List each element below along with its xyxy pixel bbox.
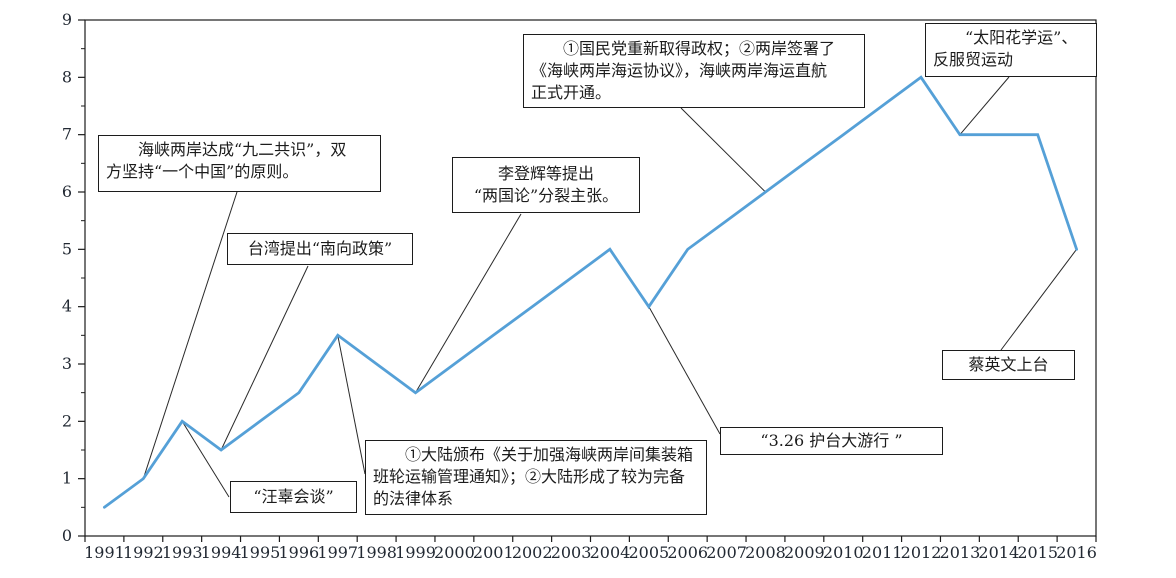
x-tick-label: 2006 [667,543,708,562]
annotation-sunflower-movement: “太阳花学运”、 反服贸运动 [925,23,1097,77]
annotation-march-326-parade: “3.26 护台大游行 ” [720,427,943,455]
x-tick-label: 2007 [706,543,747,562]
y-tick-label: 0 [62,526,72,545]
x-tick-label: 2011 [862,543,903,562]
x-tick-label: 2004 [590,543,631,562]
annotation-tsai-takes-office: 蔡英文上台 [942,350,1075,380]
x-tick-label: 1991 [84,543,125,562]
annotation-leader-line [337,335,366,475]
x-tick-label: 2005 [628,543,669,562]
y-tick-label: 5 [62,239,72,258]
x-tick-label: 1993 [162,543,203,562]
x-tick-label: 2003 [551,543,592,562]
x-tick-label: 1992 [123,543,164,562]
y-tick-label: 1 [62,469,72,488]
annotation-leader-line [415,213,522,393]
y-tick-label: 7 [62,125,72,144]
x-tick-label: 2013 [940,543,981,562]
y-tick-label: 2 [62,411,72,430]
annotation-consensus-1992: 海峡两岸达成“九二共识”，双 方坚持“一个中国”的原则。 [98,135,381,192]
x-tick-label: 2010 [823,543,864,562]
annotation-leader-line [959,76,1010,135]
annotation-leader-line [220,265,309,451]
x-tick-label: 1994 [201,543,242,562]
y-tick-label: 9 [62,10,72,29]
x-tick-label: 2016 [1056,543,1097,562]
annotation-kmt-shipping-accord: ①国民党重新取得政权；②两岸签署了 《海峡两岸海运协议》，海峡两岸海运直航 正式… [523,34,865,108]
data-line [103,75,1078,509]
x-tick-label: 2009 [784,543,825,562]
x-tick-label: 1998 [356,543,397,562]
annotation-wang-koo-talks: “汪辜会谈” [230,481,357,513]
y-tick-label: 6 [62,182,72,201]
x-tick-label: 2015 [1017,543,1058,562]
annotation-leader-line [1000,249,1077,351]
y-tick-label: 4 [62,297,72,316]
x-tick-label: 2002 [512,543,553,562]
y-tick-label: 8 [62,67,72,86]
annotation-two-states-theory: 李登辉等提出 “两国论”分裂主张。 [452,157,640,213]
annotation-leader-line [181,421,230,498]
y-tick-label: 3 [62,354,72,373]
x-tick-label: 2008 [745,543,786,562]
x-tick-label: 1996 [279,543,320,562]
annotation-southward-policy: 台湾提出“南向政策” [227,233,413,265]
annotation-leader-line [680,107,766,193]
annotation-leader-line [648,306,721,435]
x-tick-label: 1995 [240,543,281,562]
x-tick-label: 2014 [978,543,1019,562]
annotation-mainland-regulations: ①大陆颁布《关于加强海峡两岸间集装箱 班轮运输管理通知》；②大陆形成了较为完备 … [365,440,707,515]
x-tick-label: 2001 [473,543,514,562]
x-tick-label: 1999 [395,543,436,562]
x-tick-label: 2012 [901,543,942,562]
x-tick-label: 1997 [317,543,358,562]
annotation-leader-line [142,191,238,479]
x-tick-label: 2000 [434,543,475,562]
